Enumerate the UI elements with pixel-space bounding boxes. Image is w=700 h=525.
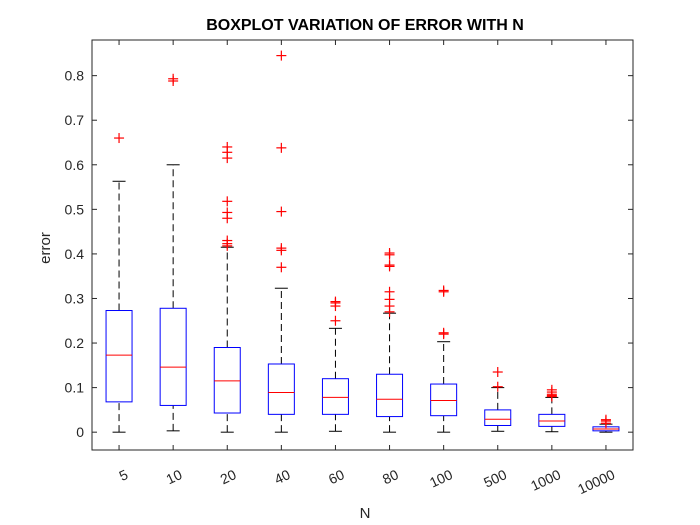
outlier-marker xyxy=(276,142,287,153)
box-group xyxy=(430,285,458,433)
box-group xyxy=(592,414,620,433)
box xyxy=(430,383,458,417)
outlier-marker xyxy=(600,414,611,425)
outlier-marker xyxy=(222,141,233,152)
outlier-marker xyxy=(222,196,233,207)
outlier-marker xyxy=(114,133,125,144)
box xyxy=(538,413,566,427)
box xyxy=(376,373,404,418)
x-tick-label: 40 xyxy=(272,466,293,487)
y-tick-label: 0.2 xyxy=(65,335,85,351)
box xyxy=(321,378,349,415)
outlier-marker xyxy=(492,367,503,378)
outlier-marker xyxy=(276,206,287,217)
x-tick-labels: 5 10 20 40 60 80 100 500 1000 10000 xyxy=(116,466,617,497)
outlier-marker xyxy=(276,50,287,61)
x-tick-label: 1000 xyxy=(528,466,563,494)
boxes xyxy=(105,50,620,433)
y-tick-label: 0.3 xyxy=(65,290,85,306)
outlier-marker xyxy=(330,315,341,326)
y-tick-label: 0.4 xyxy=(65,246,85,262)
box-group xyxy=(267,50,295,433)
outlier-marker xyxy=(438,327,449,338)
outlier-marker xyxy=(276,243,287,254)
outlier-marker xyxy=(330,296,341,307)
y-tick-labels: 0 0.1 0.2 0.3 0.4 0.5 0.6 0.7 0.8 xyxy=(65,68,85,441)
box xyxy=(159,307,187,406)
x-axis-label: N xyxy=(360,505,371,522)
box-group xyxy=(321,296,349,432)
outlier-marker xyxy=(438,285,449,296)
box-group xyxy=(484,367,512,432)
y-tick-label: 0.5 xyxy=(65,201,85,217)
box xyxy=(105,310,133,403)
y-tick-label: 0 xyxy=(76,424,84,440)
y-axis-label: error xyxy=(37,232,54,264)
outlier-marker xyxy=(276,262,287,273)
box-group xyxy=(159,73,187,432)
y-tick-label: 0.8 xyxy=(65,68,85,84)
x-tick-label: 10 xyxy=(164,466,185,487)
y-tick-label: 0.1 xyxy=(65,380,85,396)
x-tick-label: 500 xyxy=(481,466,509,490)
outlier-marker xyxy=(222,235,233,246)
x-tick-label: 10000 xyxy=(575,466,617,497)
box xyxy=(267,363,295,415)
x-tick-label: 20 xyxy=(218,466,239,487)
x-tick-label: 80 xyxy=(380,466,401,487)
outlier-marker xyxy=(384,248,395,259)
box-group xyxy=(105,133,133,433)
outlier-marker xyxy=(492,381,503,392)
y-tick-label: 0.7 xyxy=(65,112,85,128)
box xyxy=(484,409,512,426)
x-tick-label: 5 xyxy=(116,466,130,484)
chart-title: BOXPLOT VARIATION OF ERROR WITH N xyxy=(206,17,524,34)
plot-area xyxy=(91,39,634,451)
outlier-marker xyxy=(384,286,395,297)
box-group xyxy=(376,248,404,433)
outlier-marker xyxy=(384,260,395,271)
outlier-marker xyxy=(222,207,233,218)
x-tick-label: 100 xyxy=(427,466,455,490)
outlier-marker xyxy=(168,73,179,84)
box-group xyxy=(213,141,241,433)
outlier-marker xyxy=(546,384,557,395)
box-group xyxy=(538,384,566,433)
tick-marks xyxy=(92,40,633,450)
box xyxy=(213,347,241,414)
x-tick-label: 60 xyxy=(326,466,347,487)
y-tick-label: 0.6 xyxy=(65,157,85,173)
